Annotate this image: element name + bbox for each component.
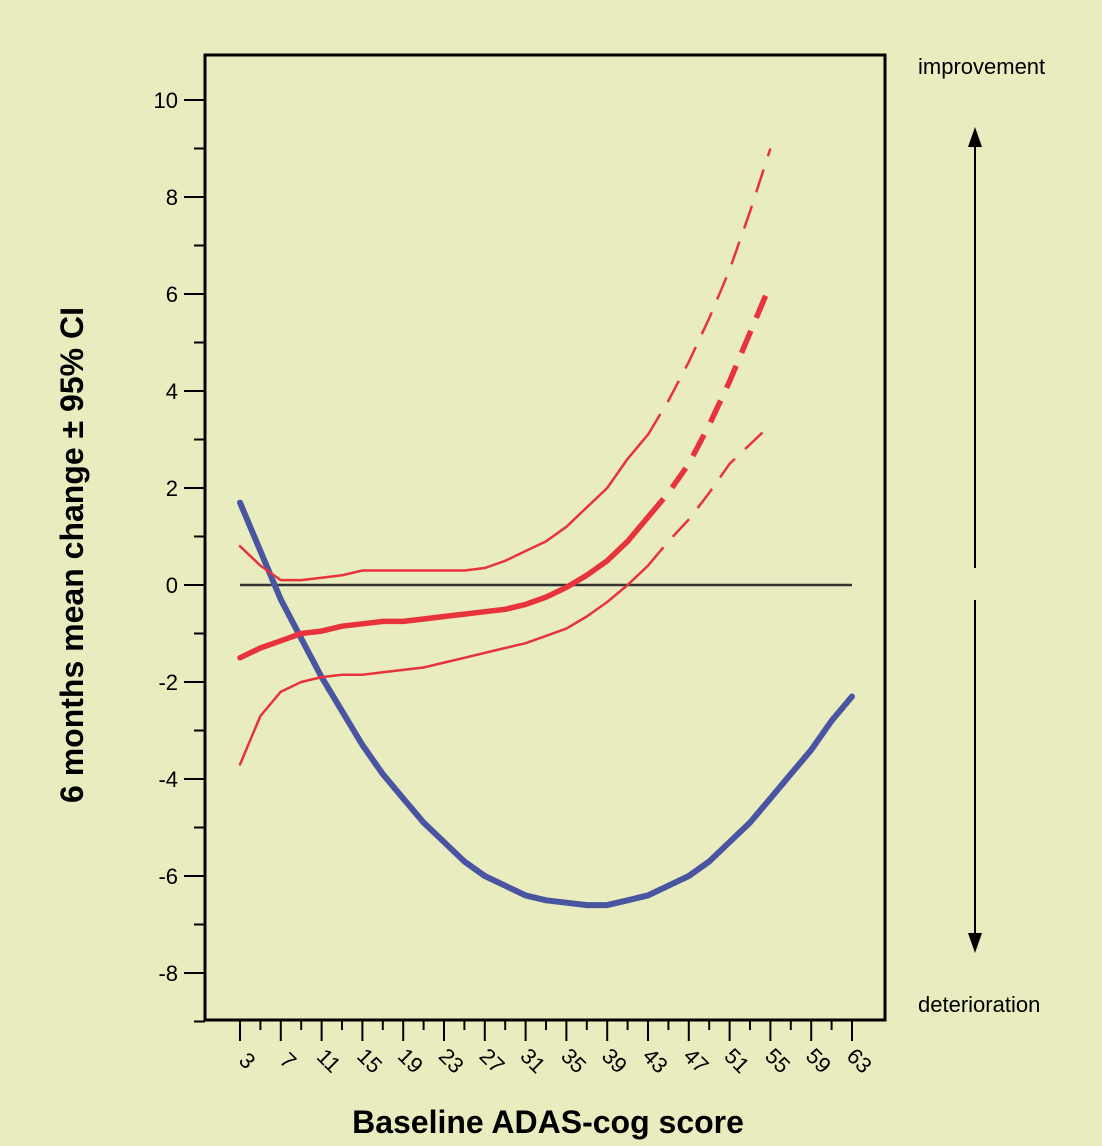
x-tick-label: 3 (234, 1048, 260, 1074)
x-tick-label: 7 (275, 1048, 301, 1074)
x-tick-label: 47 (679, 1043, 714, 1078)
x-tick-label: 15 (352, 1043, 387, 1078)
deterioration-label: deterioration (918, 992, 1040, 1017)
x-tick-label: 11 (312, 1044, 346, 1078)
x-tick-label: 55 (760, 1043, 795, 1078)
y-tick-label: 4 (166, 379, 178, 404)
x-axis: 3 7 11 15 19 23 27 31 35 39 43 47 51 55 59 63 (234, 1020, 877, 1078)
x-tick-label: 27 (475, 1043, 510, 1078)
x-tick-label: 35 (556, 1043, 591, 1078)
placebo-line (237, 499, 855, 909)
x-tick-label: 63 (842, 1043, 877, 1078)
y-axis-title: 6 months mean change ± 95% CI (54, 307, 90, 803)
y-tick-label: 10 (154, 88, 178, 113)
y-axis: 10 8 6 4 2 0 -2 -4 -6 -8 (154, 88, 205, 1023)
treatment-mean-line-extrapolated (645, 283, 773, 519)
treatment-mean-line (237, 514, 651, 661)
y-tick-label: -6 (158, 864, 178, 889)
y-tick-label: 0 (166, 573, 178, 598)
down-arrow-icon (968, 933, 982, 953)
plot-area (203, 53, 887, 1022)
x-tick-label: 39 (597, 1043, 632, 1078)
x-tick-label: 59 (801, 1043, 836, 1078)
series-layer (237, 148, 855, 909)
y-tick-label: -2 (158, 670, 178, 695)
y-tick-label: 2 (166, 476, 178, 501)
y-tick-label: 6 (166, 282, 178, 307)
x-tick-label: 23 (434, 1043, 469, 1078)
y-tick-label: -8 (158, 961, 178, 986)
y-tick-label: 8 (166, 185, 178, 210)
y-tick-label: -4 (158, 767, 178, 792)
x-tick-label: 19 (393, 1043, 428, 1078)
treatment-upper-ci-line (238, 433, 650, 582)
up-arrow-icon (968, 127, 982, 147)
x-tick-label: 51 (719, 1043, 754, 1078)
treatment-lower-ci-line-extrapolated (647, 424, 772, 567)
x-axis-title: Baseline ADAS-cog score (352, 1104, 744, 1140)
x-tick-label: 31 (515, 1043, 550, 1078)
x-tick-label: 43 (638, 1043, 673, 1078)
treatment-lower-ci-line (238, 564, 650, 766)
treatment-upper-ci-line-extrapolated (646, 148, 772, 436)
improvement-label: improvement (918, 54, 1045, 79)
